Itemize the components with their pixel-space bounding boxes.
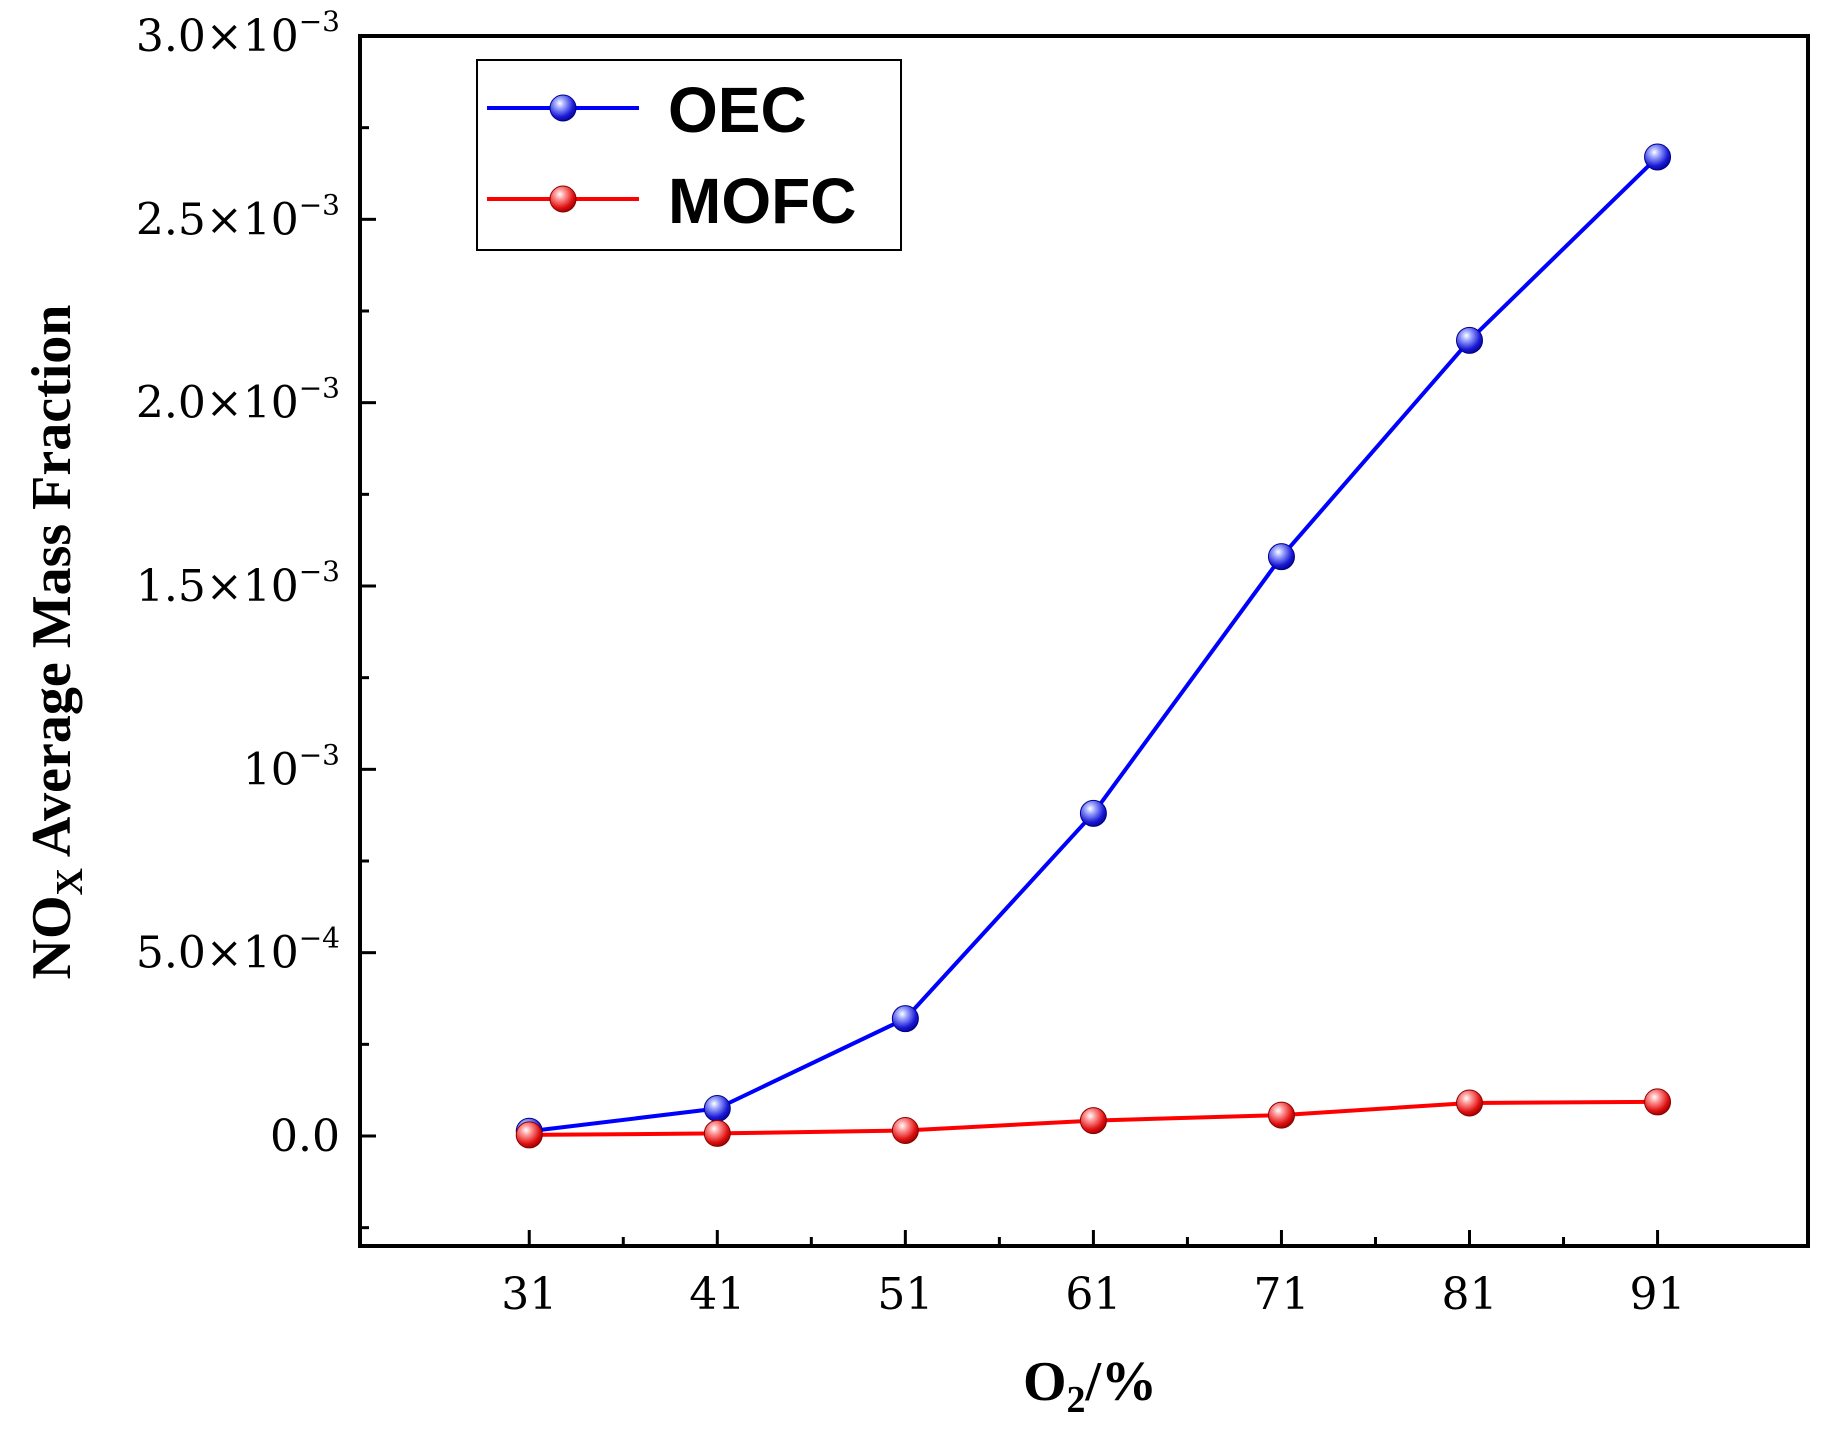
- y-tick-label: 2.5×10−3: [136, 188, 340, 245]
- x-tick-label: 31: [501, 1269, 557, 1320]
- data-point-oec: [1267, 543, 1295, 571]
- x-tick-label: 81: [1442, 1269, 1498, 1320]
- axis-ticks: [360, 34, 1660, 1246]
- data-point-mofc: [1267, 1101, 1295, 1129]
- x-tick-label: 61: [1065, 1269, 1121, 1320]
- y-axis-title: NOX Average Mass Fraction: [21, 305, 91, 980]
- legend-oec-marker: [549, 94, 577, 122]
- x-axis-title-main: O: [1023, 1351, 1067, 1413]
- legend: OEC MOFC: [476, 59, 902, 251]
- y-tick-label: 10−3: [243, 738, 340, 795]
- x-tick-label: 41: [689, 1269, 745, 1320]
- data-point-oec: [1456, 326, 1484, 354]
- x-tick-labels: 31 41 51 61 71 81 91: [501, 1269, 1685, 1320]
- data-point-oec: [703, 1095, 731, 1122]
- legend-box: [476, 59, 902, 251]
- data-point-mofc: [1456, 1089, 1484, 1117]
- x-tick-label: 51: [877, 1269, 933, 1320]
- x-tick-label: 91: [1630, 1269, 1686, 1320]
- series-line-oec: [529, 155, 1659, 1134]
- plot-frame: [358, 34, 1810, 1248]
- data-point-mofc: [703, 1119, 731, 1147]
- legend-mofc-marker: [549, 185, 577, 213]
- y-axis-title-main: NO: [21, 895, 83, 979]
- x-axis-title: O2/%: [1023, 1351, 1157, 1421]
- y-tick-label: 5.0×10−4: [136, 922, 340, 979]
- x-axis-title-sub: 2: [1067, 1379, 1086, 1421]
- data-point-oec: [1079, 799, 1107, 827]
- x-axis-title-tail: /%: [1085, 1351, 1158, 1413]
- y-tick-label: 1.5×10−3: [136, 555, 340, 612]
- legend-mofc-label: MOFC: [668, 165, 856, 237]
- data-point-oec: [1644, 143, 1672, 171]
- y-axis-title-sub: X: [49, 868, 91, 895]
- data-point-oec: [891, 1005, 919, 1033]
- y-axis-title-tail: Average Mass Fraction: [21, 305, 83, 868]
- y-tick-labels: 0.0 5.0×10−4 10−3 1.5×10−3 2.0×10−3 2.5×10−3 3…: [136, 5, 340, 1162]
- data-point-mofc: [1644, 1088, 1672, 1116]
- x-tick-label: 71: [1253, 1269, 1309, 1320]
- data-point-mofc: [515, 1121, 543, 1149]
- legend-oec-label: OEC: [668, 74, 807, 146]
- y-tick-label: 2.0×10−3: [136, 372, 340, 429]
- y-tick-label: 3.0×10−3: [136, 5, 340, 62]
- data-point-mofc: [891, 1117, 919, 1144]
- y-tick-label: 0.0: [270, 1111, 340, 1162]
- data-point-mofc: [1079, 1107, 1107, 1135]
- series-layer: [515, 143, 1672, 1149]
